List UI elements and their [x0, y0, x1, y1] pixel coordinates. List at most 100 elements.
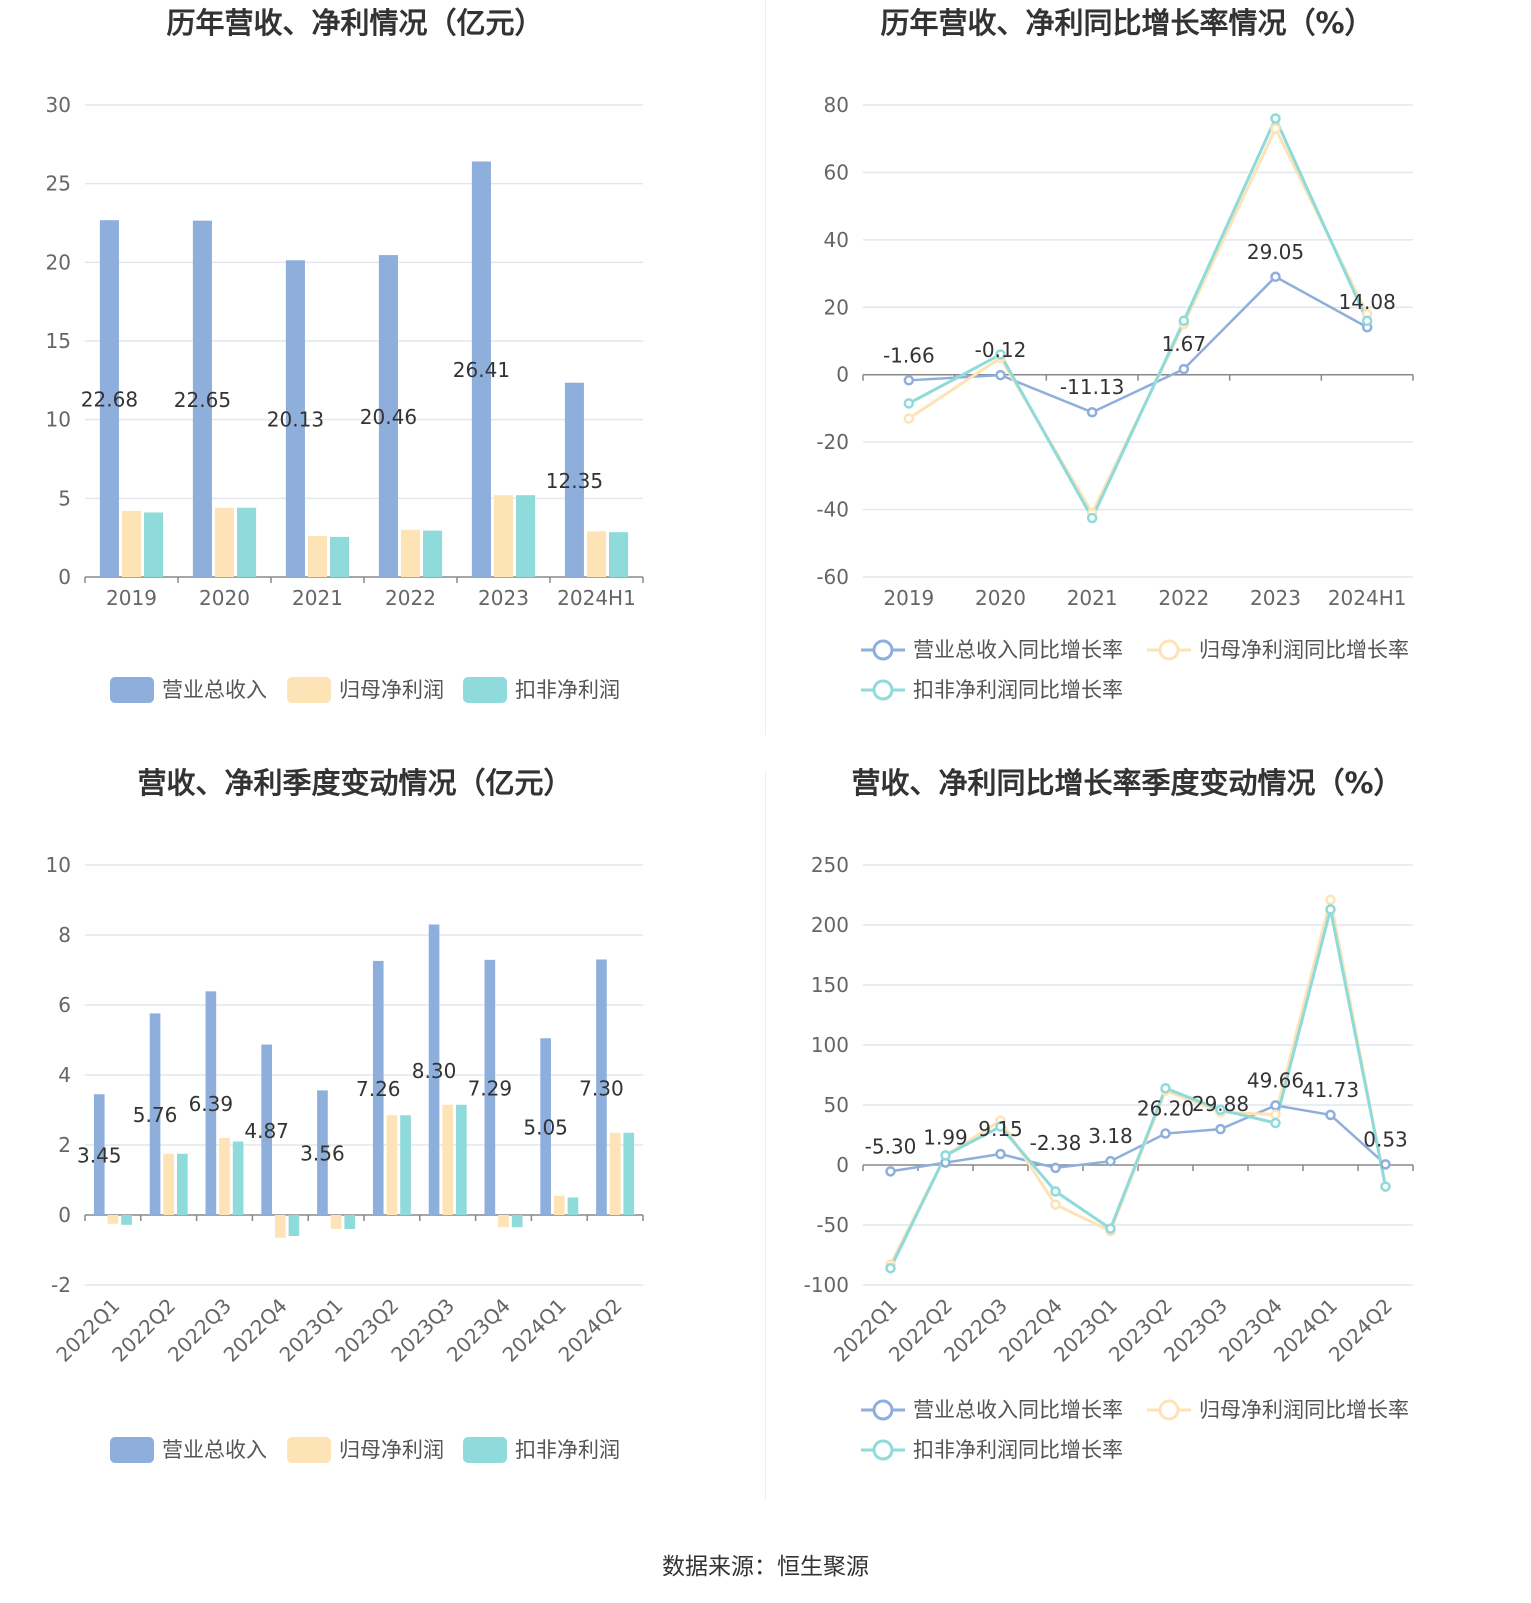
legend-swatch: [110, 677, 154, 703]
legend-marker: [1158, 639, 1180, 661]
line-point: [1160, 1128, 1171, 1139]
line-point: [1361, 315, 1373, 327]
chart-title: 历年营收、净利情况（亿元）: [166, 6, 543, 40]
bar-value-label: 22.68: [81, 388, 138, 412]
line-value-label: 41.73: [1302, 1078, 1359, 1102]
line-point: [1050, 1162, 1061, 1174]
y-tick-label: 25: [46, 172, 71, 196]
line-value-label: 1.99: [923, 1126, 968, 1150]
line-point: [995, 369, 1006, 381]
x-tick-label: 2019: [106, 586, 157, 610]
x-tick-label: 2024H1: [1328, 586, 1407, 610]
bar-deducted-profit: [511, 1215, 523, 1228]
line-point: [1270, 1109, 1281, 1120]
panel-annual-values: 历年营收、净利情况（亿元） 0 5 10 15 20 25 30 2019 2020 2021 202…: [0, 0, 765, 780]
y-tick-label: -2: [51, 1273, 71, 1297]
bar-net-profit: [400, 529, 421, 577]
line-point: [1380, 1181, 1391, 1192]
bar-revenue: [205, 991, 217, 1215]
bar-value-label: 3.56: [300, 1142, 345, 1166]
bar-revenue: [378, 255, 398, 577]
y-tick-label: 40: [824, 228, 849, 252]
line-point: [1105, 1223, 1116, 1234]
bar-net-profit: [121, 510, 142, 577]
line-point: [1086, 406, 1098, 418]
y-tick-label: -100: [804, 1273, 849, 1297]
line-point: [1380, 1159, 1391, 1170]
bar-revenue: [564, 382, 584, 577]
legend-marker: [1158, 1399, 1180, 1421]
bar-deducted-profit: [423, 530, 443, 577]
bar-value-label: 7.26: [356, 1077, 401, 1101]
y-tick-label: -20: [816, 430, 849, 454]
line-point: [940, 1150, 951, 1161]
y-tick-label: 20: [824, 295, 849, 319]
bar-deducted-profit: [330, 536, 350, 577]
y-tick-label: 0: [836, 363, 849, 387]
line-value-label: 9.15: [978, 1117, 1023, 1141]
bar-net-profit: [386, 1115, 398, 1215]
chart-title: 历年营收、净利同比增长率情况（%）: [880, 6, 1373, 40]
line-point: [1270, 123, 1281, 134]
bar-net-profit: [219, 1138, 230, 1215]
bar-revenue: [428, 924, 440, 1215]
line-series-deducted-profit-growth: [908, 114, 1369, 522]
x-tick-label: 2021: [1067, 586, 1118, 610]
bar-revenue: [285, 260, 305, 577]
line-point: [1178, 363, 1190, 375]
bar-deducted-profit: [623, 1132, 635, 1215]
y-tick-label: 50: [824, 1093, 849, 1117]
line-value-label: 14.08: [1339, 290, 1396, 314]
y-tick-label: 0: [58, 1203, 71, 1227]
x-tick-label: 2024H1: [557, 586, 636, 610]
legend-label: 扣非净利润同比增长率: [913, 1438, 1123, 1462]
bar-deducted-profit: [237, 507, 257, 577]
line-series-revenue-growth: [908, 275, 1368, 414]
legend-label: 归母净利润同比增长率: [1199, 1398, 1409, 1422]
line-value-label: 3.18: [1088, 1124, 1133, 1148]
line-point: [995, 1148, 1006, 1160]
line-point: [1270, 113, 1281, 124]
bar-net-profit: [274, 1215, 286, 1238]
bar-net-profit: [163, 1153, 175, 1215]
y-tick-label: 100: [811, 1033, 849, 1057]
chart-annual-growth: 历年营收、净利同比增长率情况（%） -60 -40 -20 0 20 40 60 80 2019 2…: [816, 6, 1414, 702]
bar-deducted-profit: [456, 1104, 467, 1215]
bar-revenue: [540, 1038, 551, 1215]
line-value-label: 0.53: [1363, 1127, 1408, 1151]
bar-revenue: [261, 1044, 272, 1215]
line-point: [1215, 1123, 1226, 1135]
bar-net-profit: [214, 507, 235, 577]
bar-net-profit: [609, 1132, 621, 1215]
bar-value-label: 6.39: [189, 1092, 234, 1116]
line-value-label: -0.12: [975, 338, 1027, 362]
bar-deducted-profit: [121, 1215, 132, 1225]
bar-deducted-profit: [400, 1115, 411, 1215]
chart-quarterly-values: 营收、净利季度变动情况（亿元）-202468102022Q12022Q22022…: [46, 766, 644, 1463]
bar-value-label: 20.13: [267, 408, 324, 432]
y-tick-label: 60: [824, 160, 849, 184]
line-value-label: 29.88: [1192, 1092, 1249, 1116]
y-tick-label: -50: [816, 1213, 849, 1237]
x-tick-label: 2023: [478, 586, 529, 610]
line-point: [903, 398, 915, 409]
chart-annual-values: 历年营收、净利情况（亿元） 0 5 10 15 20 25 30 2019 2020 2021 202…: [46, 6, 644, 703]
y-tick-label: 5: [58, 486, 71, 510]
bar-revenue: [484, 959, 496, 1215]
line-value-label: 29.05: [1247, 240, 1304, 264]
bar-value-label: 8.30: [412, 1059, 457, 1083]
legend-label: 扣非净利润: [515, 1438, 620, 1462]
line-point: [1160, 1082, 1171, 1094]
line-series-net-profit-growth: [908, 125, 1369, 517]
y-tick-label: 200: [811, 913, 849, 937]
line-point: [903, 413, 915, 424]
legend-swatch: [463, 1437, 507, 1463]
bar-value-label: 26.41: [453, 358, 510, 382]
legend-label: 营业总收入同比增长率: [913, 1398, 1123, 1422]
bar-revenue: [471, 161, 491, 577]
bar-value-label: 20.46: [360, 405, 417, 429]
legend-label: 扣非净利润: [515, 678, 620, 702]
line-point: [995, 349, 1006, 360]
legend-label: 营业总收入同比增长率: [913, 638, 1123, 662]
line-series-revenue-growth: [890, 1104, 1387, 1173]
